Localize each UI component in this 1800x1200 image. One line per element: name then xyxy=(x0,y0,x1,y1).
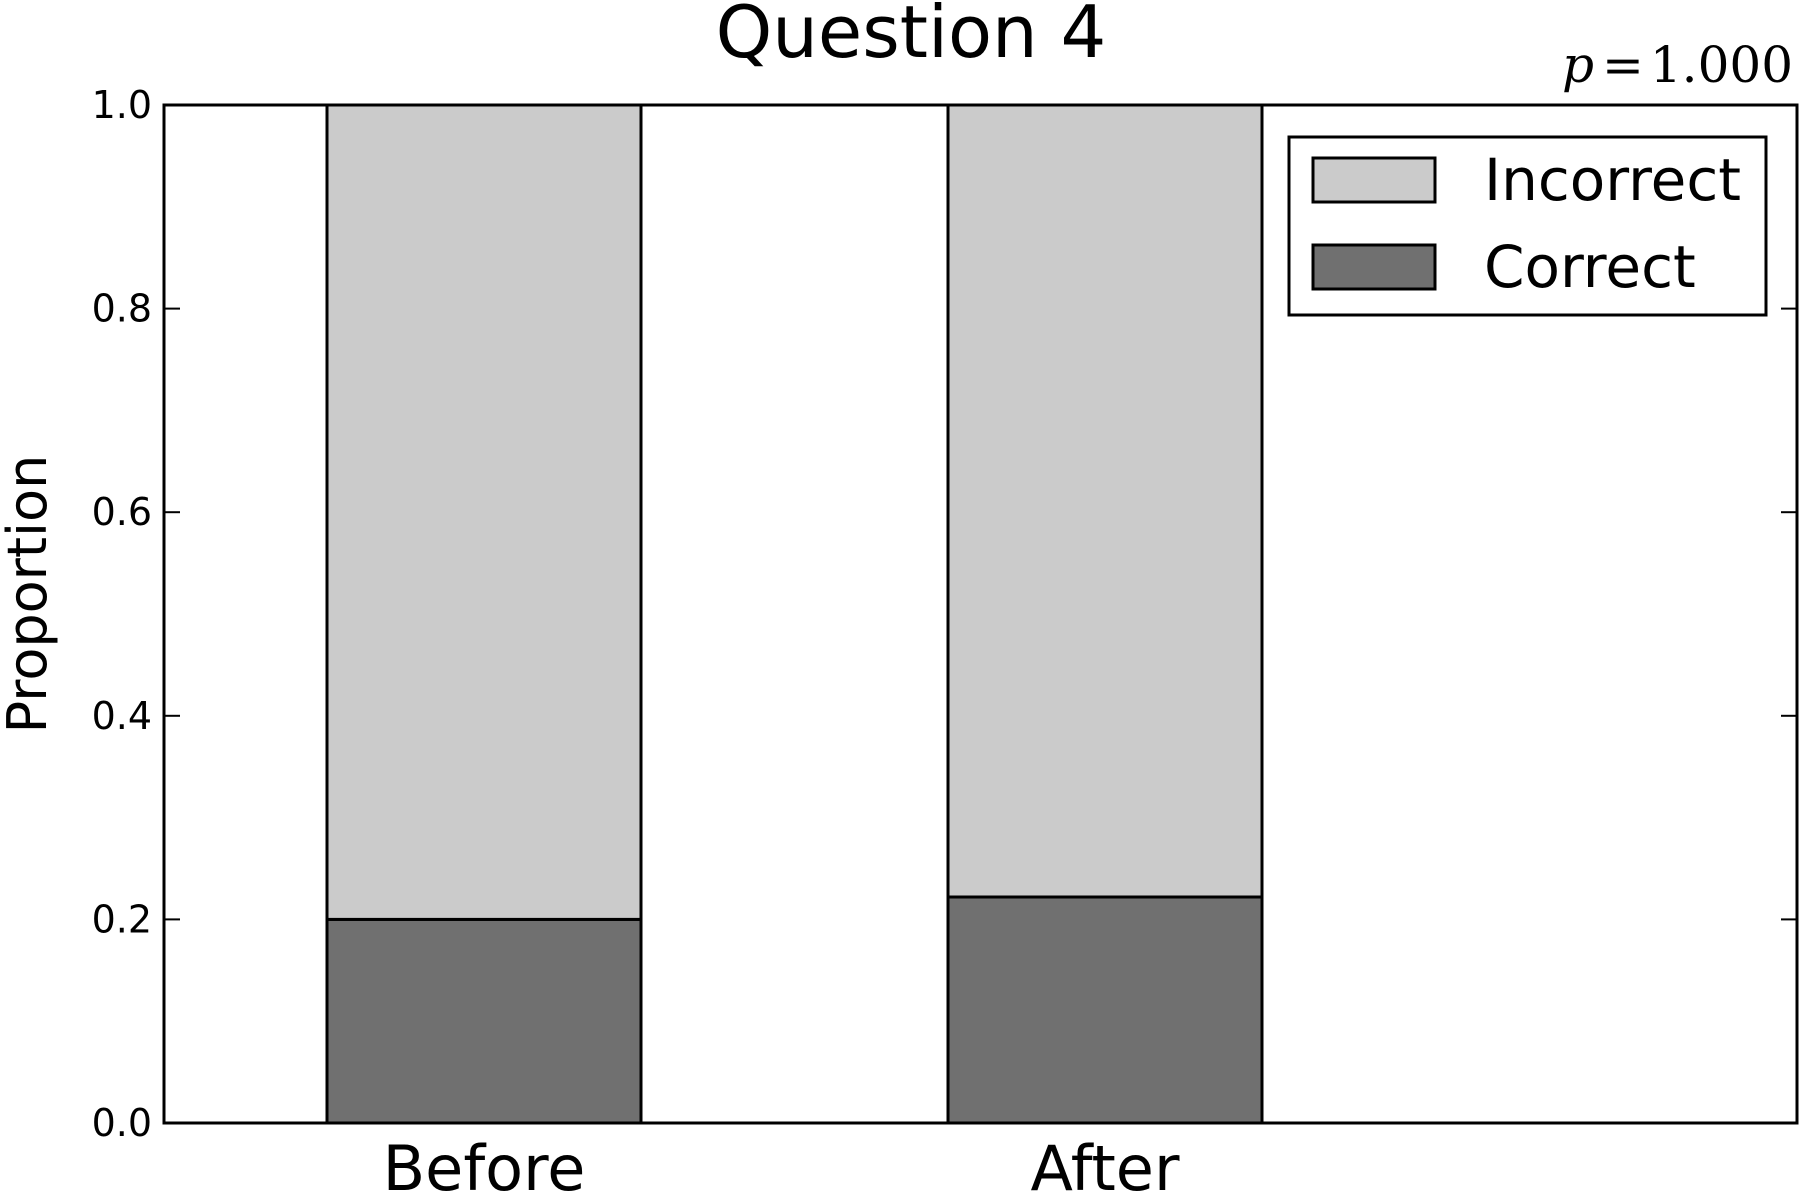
x-category-label-before: Before xyxy=(383,1132,586,1200)
legend-swatch-incorrect xyxy=(1311,156,1437,204)
bar-after-correct xyxy=(946,895,1264,1125)
p-value-symbol: p xyxy=(1562,36,1594,94)
bar-after-incorrect xyxy=(946,103,1264,899)
bar-before-correct xyxy=(325,917,643,1125)
legend-label-correct: Correct xyxy=(1484,233,1696,301)
y-ticks-group: 0.0 0.2 0.4 0.6 0.8 1.0 xyxy=(92,83,1797,1145)
p-value-operator: = xyxy=(1602,36,1644,94)
y-tick-label-4: 0.8 xyxy=(92,287,152,331)
plot-frame xyxy=(162,103,1799,1125)
x-category-label-after: After xyxy=(1031,1132,1180,1200)
y-tick-label-5: 1.0 xyxy=(92,83,152,127)
y-axis-label: Proportion xyxy=(0,455,59,734)
legend-swatch-correct xyxy=(1311,243,1437,291)
bars-group xyxy=(325,103,1264,1125)
y-tick-label-3: 0.6 xyxy=(92,490,152,534)
p-value-annotation: p = 1.000 xyxy=(1562,36,1793,94)
legend: Incorrect Correct xyxy=(1287,135,1768,317)
axes-group xyxy=(162,103,1799,1125)
bar-before-incorrect xyxy=(325,103,643,921)
p-value-number: 1.000 xyxy=(1650,36,1793,94)
x-categories-group: Before After xyxy=(383,1132,1180,1200)
legend-label-incorrect: Incorrect xyxy=(1484,146,1741,214)
chart-title: Question 4 xyxy=(716,0,1107,74)
y-tick-label-1: 0.2 xyxy=(92,897,152,941)
y-tick-label-2: 0.4 xyxy=(92,694,152,738)
y-tick-label-0: 0.0 xyxy=(92,1101,152,1145)
